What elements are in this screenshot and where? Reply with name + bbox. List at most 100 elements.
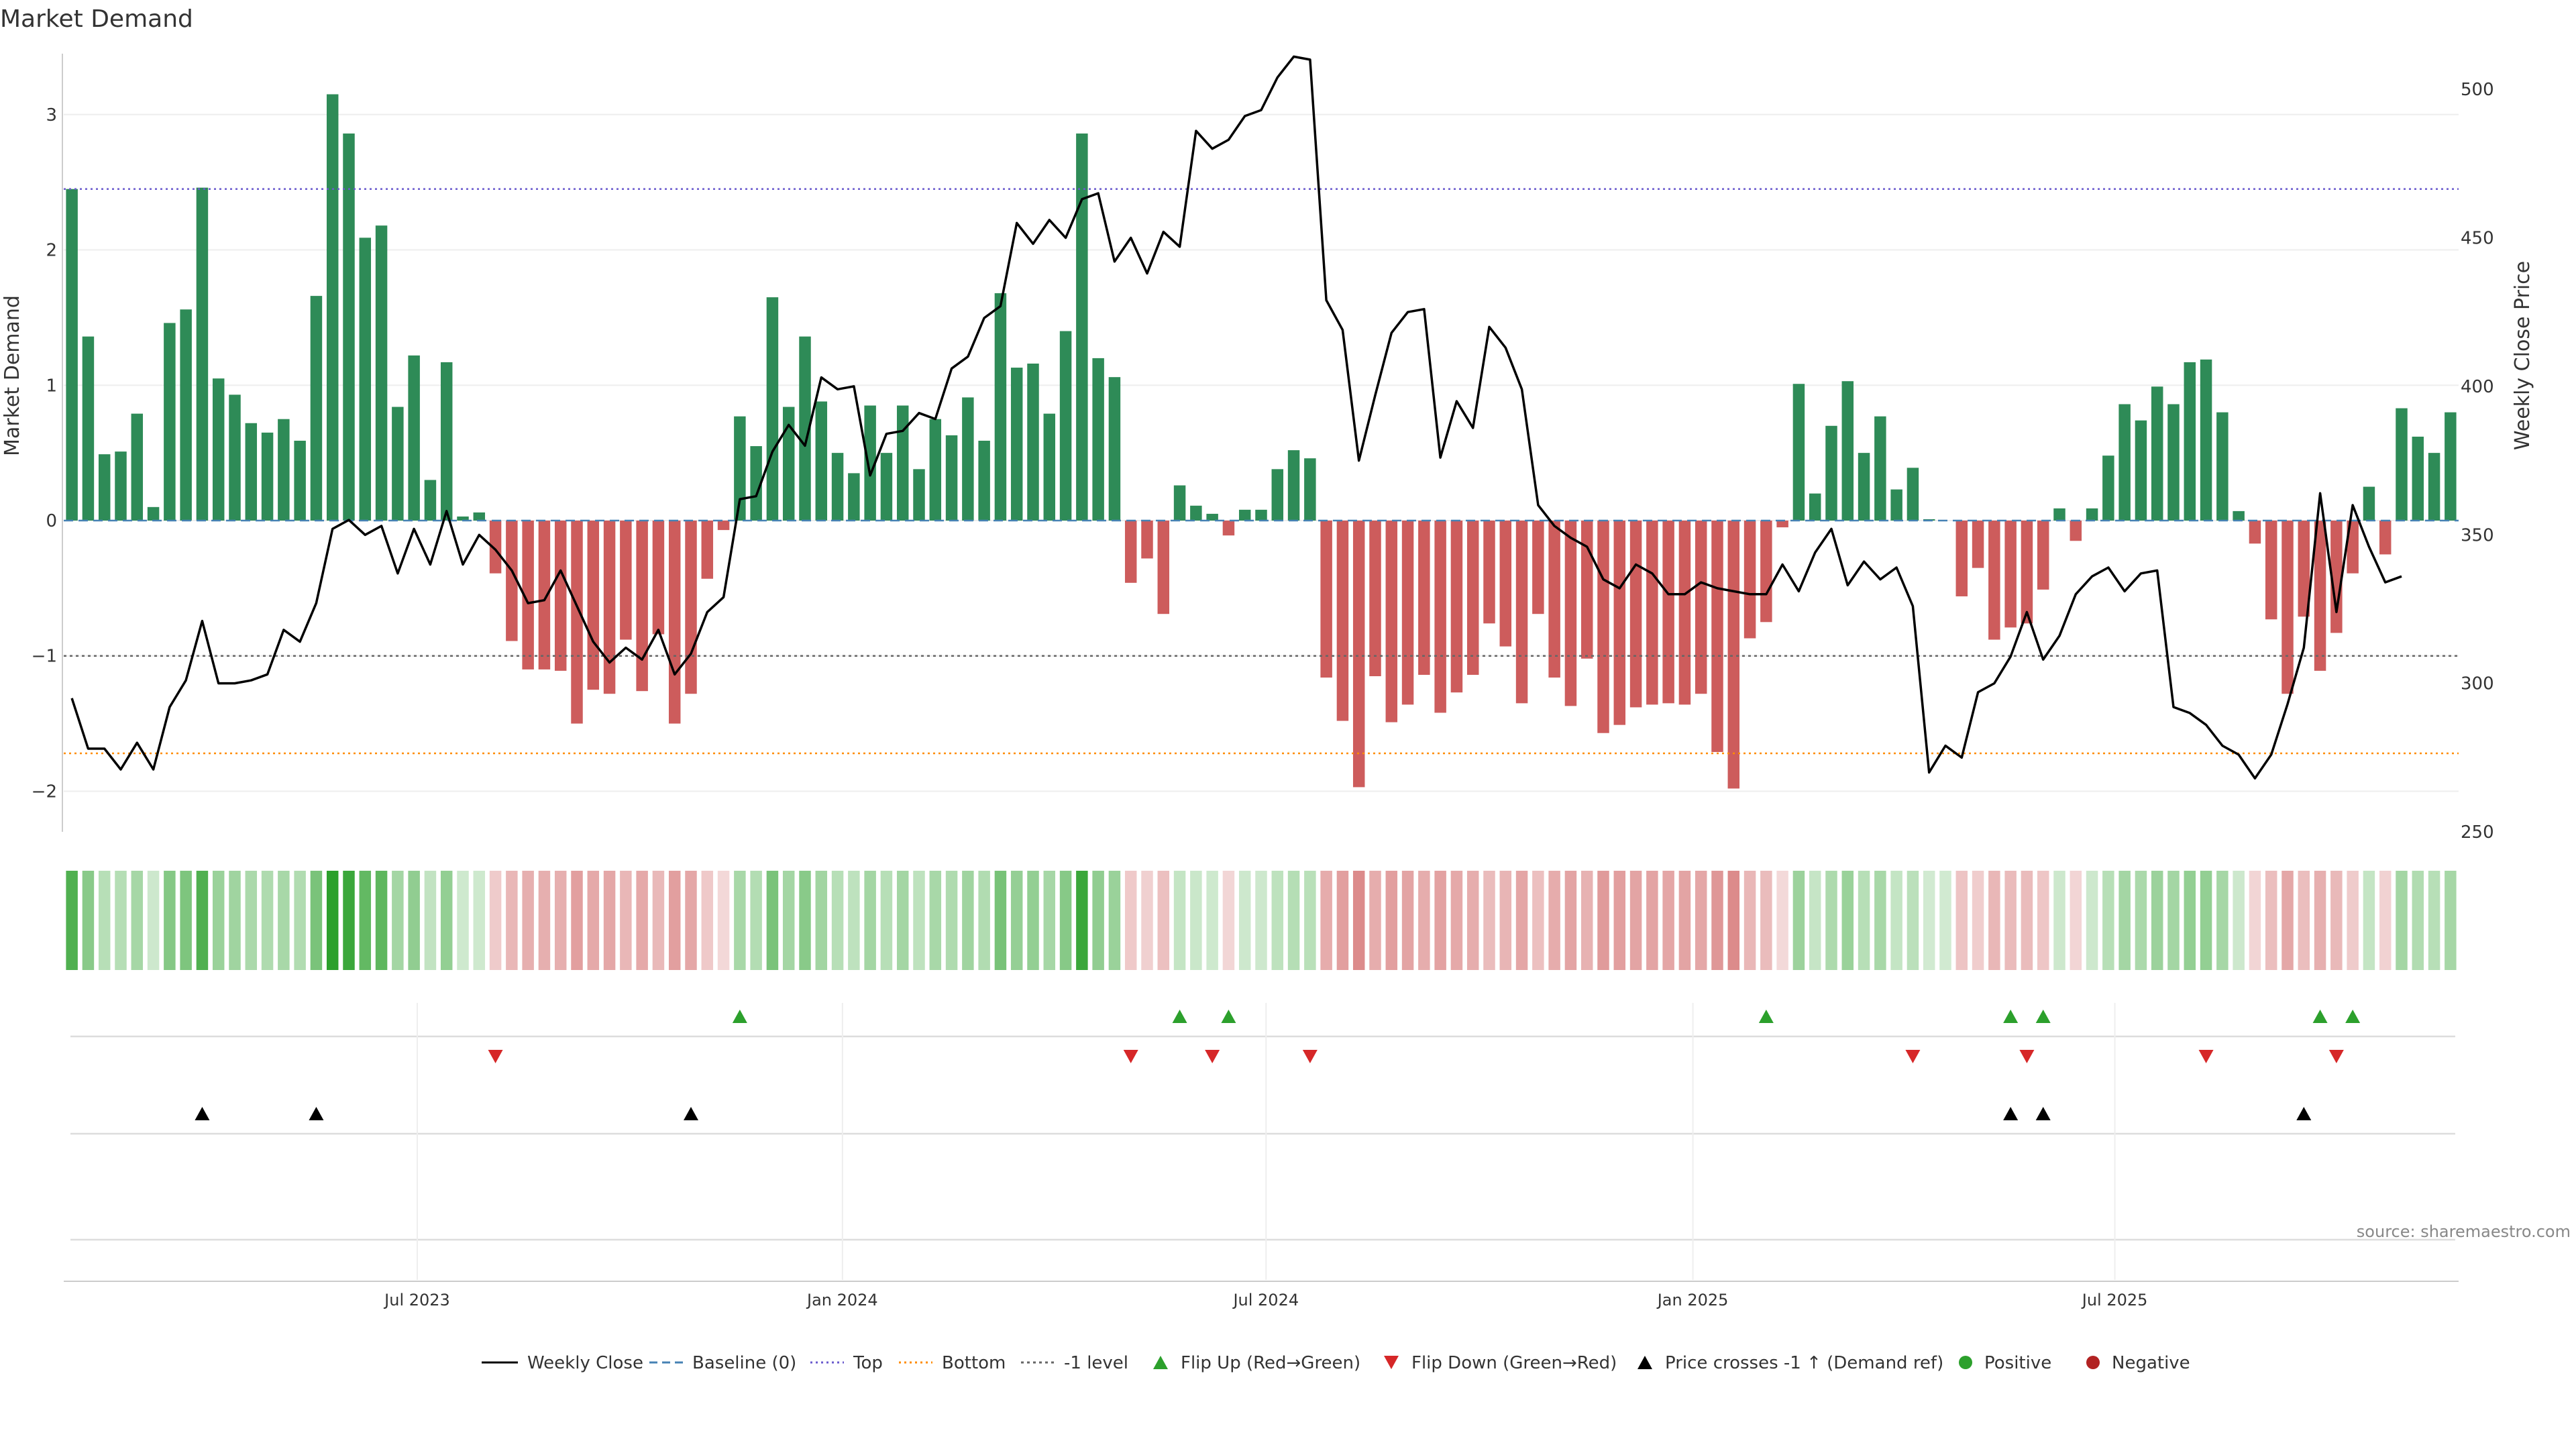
heat-cell [522, 871, 534, 970]
demand-bar [164, 323, 176, 521]
heat-cell [1043, 871, 1056, 970]
heat-cell [2167, 871, 2180, 970]
demand-bar [2314, 521, 2326, 671]
demand-bar [1271, 469, 1284, 521]
demand-bar [1727, 521, 1740, 789]
heat-cell [2184, 871, 2196, 970]
main-plot: −2 −1 0 1 2 3 250 300 350 400 450 500 Market Demand W… [1, 54, 2534, 843]
heat-cell [1157, 871, 1170, 970]
legend-swatch [1959, 1356, 1972, 1369]
demand-bar [750, 446, 762, 521]
heat-cell [636, 871, 648, 970]
demand-bar [2396, 408, 2408, 521]
demand-bar [1743, 521, 1756, 639]
demand-bar [1434, 521, 1446, 713]
heat-cell [2265, 871, 2277, 970]
demand-bar [1352, 521, 1365, 788]
heat-cell [489, 871, 502, 970]
heat-cell [261, 871, 274, 970]
heat-cell [994, 871, 1007, 970]
demand-bar [2200, 359, 2212, 521]
demand-bar [2233, 511, 2245, 521]
heat-cell [978, 871, 990, 970]
heat-cell [766, 871, 779, 970]
legend-label: Flip Down (Green→Red) [1411, 1353, 1617, 1373]
heat-cell [2037, 871, 2049, 970]
heat-cell [2249, 871, 2261, 970]
heat-cell [1059, 871, 1072, 970]
heat-cell [2200, 871, 2212, 970]
demand-bar [506, 521, 518, 641]
demand-bar [2216, 412, 2229, 521]
heat-cell [457, 871, 469, 970]
demand-bar [392, 407, 404, 521]
heat-cell [343, 871, 355, 970]
demand-bar [229, 394, 241, 521]
x-tick-label: Jan 2024 [806, 1291, 878, 1309]
heat-cell [701, 871, 714, 970]
demand-bar [473, 512, 486, 521]
signal-marker-rows [70, 1010, 2455, 1241]
demand-bar [2428, 453, 2440, 521]
heat-cell [1304, 871, 1316, 970]
heat-cell [668, 871, 681, 970]
demand-bar [978, 440, 990, 521]
demand-bar [1385, 521, 1398, 722]
heat-cell [196, 871, 209, 970]
flip-up-marker [732, 1010, 747, 1023]
heat-cell [1352, 871, 1365, 970]
heat-cell [1222, 871, 1235, 970]
demand-bar [799, 336, 811, 521]
demand-bar [1010, 368, 1023, 521]
demand-bar [880, 453, 893, 521]
demand-bar [701, 521, 714, 579]
heat-cell [326, 871, 339, 970]
heat-cell [1532, 871, 1544, 970]
demand-bar [1027, 363, 1039, 521]
demand-bar [1092, 358, 1104, 521]
demand-bar [2412, 436, 2424, 521]
demand-bar [408, 355, 420, 521]
heat-cell [782, 871, 795, 970]
demand-bar [1450, 521, 1463, 693]
heat-cell [1597, 871, 1609, 970]
demand-bar [1043, 413, 1056, 521]
demand-bar [1678, 521, 1691, 705]
demand-bar [2363, 486, 2375, 521]
demand-bar [278, 419, 290, 521]
heat-cell [2347, 871, 2359, 970]
heat-cell [408, 871, 420, 970]
demand-bar [2445, 412, 2457, 521]
demand-bar [1613, 521, 1626, 725]
flip-up-marker [2312, 1010, 2328, 1023]
demand-bar [571, 521, 583, 724]
heat-cell [1320, 871, 1332, 970]
flip-up-marker [1172, 1010, 1187, 1023]
heat-cell [1629, 871, 1642, 970]
heat-cell [652, 871, 665, 970]
chart-title: Market Demand [0, 5, 193, 33]
demand-bar [1124, 521, 1137, 583]
demand-bar [1515, 521, 1528, 704]
heat-cell [1972, 871, 1984, 970]
demand-bar [1076, 133, 1088, 521]
demand-bar [1222, 521, 1235, 536]
y2-tick-label: 350 [2461, 525, 2494, 545]
heat-cell [82, 871, 95, 970]
heat-cell [2102, 871, 2114, 970]
heat-cell [1010, 871, 1023, 970]
demand-bar [1369, 521, 1381, 676]
heat-cell [1760, 871, 1772, 970]
heat-cell [392, 871, 404, 970]
heat-cell [229, 871, 241, 970]
demand-bar [994, 293, 1007, 521]
demand-bar [131, 413, 144, 521]
flip-up-marker [2003, 1010, 2019, 1023]
demand-bar [864, 405, 876, 521]
demand-bar [1173, 485, 1186, 521]
heat-cell [310, 871, 323, 970]
heat-cell [180, 871, 192, 970]
heat-cell [1955, 871, 1968, 970]
heat-cell [1385, 871, 1398, 970]
demand-bar [196, 187, 209, 521]
